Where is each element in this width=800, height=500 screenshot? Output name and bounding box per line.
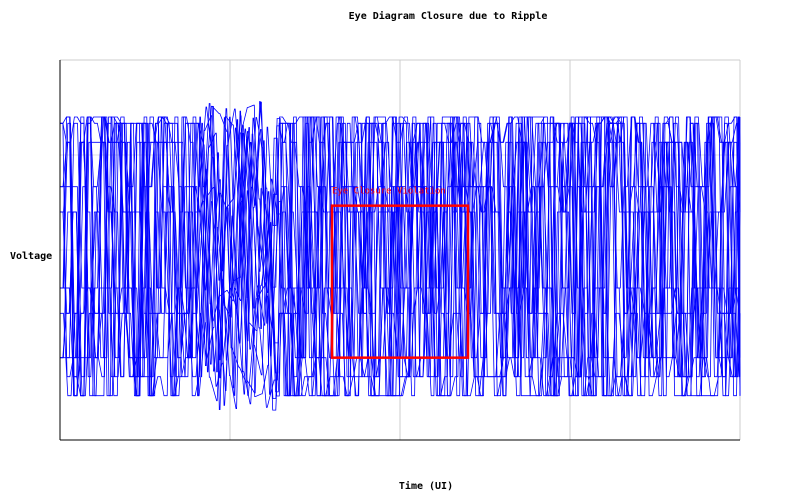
eye-closure-label: Eye Closure Violation [332, 187, 446, 197]
y-axis-label: Voltage [10, 251, 52, 262]
annotations: Eye Closure Violation [330, 187, 470, 359]
eye-trace-12 [60, 101, 741, 397]
eye-trace-9 [60, 108, 741, 397]
eye-trace-1 [60, 116, 741, 406]
eye-closure-box [330, 204, 470, 359]
chart-title: Eye Diagram Closure due to Ripple [349, 10, 548, 22]
x-axis-label: Time (UI) [399, 480, 453, 492]
eye-traces [60, 101, 741, 411]
eye-trace-13 [60, 116, 741, 399]
